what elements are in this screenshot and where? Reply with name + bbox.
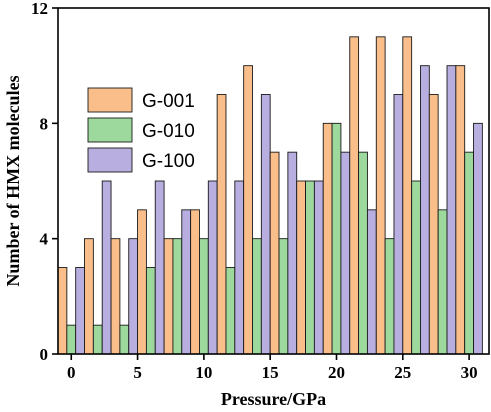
- bar-g-010-p18: [305, 180, 315, 355]
- legend-label-g-010: G-010: [142, 121, 195, 142]
- bar-g-010-p10: [199, 238, 209, 355]
- bar-g-001-p28: [428, 94, 439, 355]
- plot-frame: [57, 7, 490, 355]
- y-tick-label-4: 4: [40, 230, 49, 249]
- bar-g-100-p0: [75, 267, 85, 355]
- bar-g-100-p8: [181, 209, 192, 355]
- bar-g-010-p26: [411, 180, 421, 355]
- bar-g-010-p2: [92, 324, 103, 355]
- bar-g-100-p4: [128, 238, 139, 355]
- bar-g-100-p2: [101, 180, 112, 355]
- bar-g-100-p26: [420, 65, 430, 355]
- bar-g-010-p30: [464, 151, 474, 355]
- bar-g-100-p30: [473, 122, 483, 355]
- bar-g-001-p30: [455, 65, 466, 355]
- bar-g-100-p28: [446, 65, 457, 355]
- bar-g-001-p20: [322, 122, 333, 355]
- bar-g-010-p14: [252, 238, 262, 355]
- bar-g-001-p0: [57, 267, 68, 355]
- bar-g-001-p18: [296, 180, 306, 355]
- bar-g-001-p10: [190, 209, 200, 355]
- bar-g-100-p24: [393, 94, 404, 355]
- bar-g-100-p22: [366, 209, 377, 355]
- bar-g-010-p24: [384, 238, 395, 355]
- bar-g-100-p12: [234, 180, 245, 355]
- bar-g-100-p14: [260, 94, 271, 355]
- bar-g-001-p16: [269, 151, 280, 355]
- x-tick-label-25: 25: [394, 363, 411, 382]
- bar-g-001-p2: [84, 238, 94, 355]
- x-tick-label-20: 20: [328, 363, 345, 382]
- x-tick-label-5: 5: [133, 363, 142, 382]
- bar-g-010-p6: [145, 267, 156, 355]
- x-tick-label-15: 15: [262, 363, 279, 382]
- bar-g-010-p28: [437, 209, 448, 355]
- bar-g-001-p4: [110, 238, 121, 355]
- bar-g-010-p8: [172, 238, 183, 355]
- bar-g-010-p0: [66, 324, 77, 355]
- bar-g-001-p6: [137, 209, 147, 355]
- bar-g-010-p16: [278, 238, 289, 355]
- y-tick-label-12: 12: [31, 0, 48, 18]
- bar-g-100-p10: [207, 180, 218, 355]
- bar-g-010-p12: [225, 267, 236, 355]
- legend-swatch-g-010: [87, 117, 133, 143]
- bar-g-001-p14: [243, 65, 253, 355]
- bar-g-001-p22: [349, 36, 360, 355]
- legend-label-g-100: G-100: [142, 151, 195, 172]
- legend-swatch-g-100: [87, 147, 133, 173]
- bar-g-010-p22: [358, 151, 368, 355]
- x-axis: 0 5 10 15 20 25 30: [67, 354, 478, 382]
- legend-label-g-001: G-001: [142, 91, 195, 112]
- bar-g-001-p8: [163, 238, 174, 355]
- legend: G-001 G-010 G-100: [87, 87, 195, 173]
- x-axis-title: Pressure/GPa: [221, 389, 326, 409]
- bar-g-001-p12: [216, 94, 227, 355]
- y-tick-label-0: 0: [40, 345, 49, 364]
- x-tick-label-30: 30: [461, 363, 478, 382]
- bar-g-100-p6: [154, 180, 165, 355]
- bars-group: [57, 36, 483, 355]
- bar-g-001-p24: [375, 36, 386, 355]
- bar-g-100-p16: [287, 151, 298, 355]
- bar-g-100-p20: [340, 151, 351, 355]
- y-axis-title: Number of HMX molecules: [3, 75, 23, 286]
- y-axis: 0 4 8 12: [31, 0, 58, 364]
- x-tick-label-0: 0: [67, 363, 76, 382]
- bar-g-010-p4: [119, 324, 130, 355]
- bar-g-100-p18: [313, 180, 324, 355]
- bar-g-001-p26: [402, 36, 413, 355]
- y-tick-label-8: 8: [40, 114, 49, 133]
- legend-swatch-g-001: [87, 87, 133, 113]
- x-tick-label-10: 10: [195, 363, 212, 382]
- bar-g-010-p20: [331, 122, 342, 355]
